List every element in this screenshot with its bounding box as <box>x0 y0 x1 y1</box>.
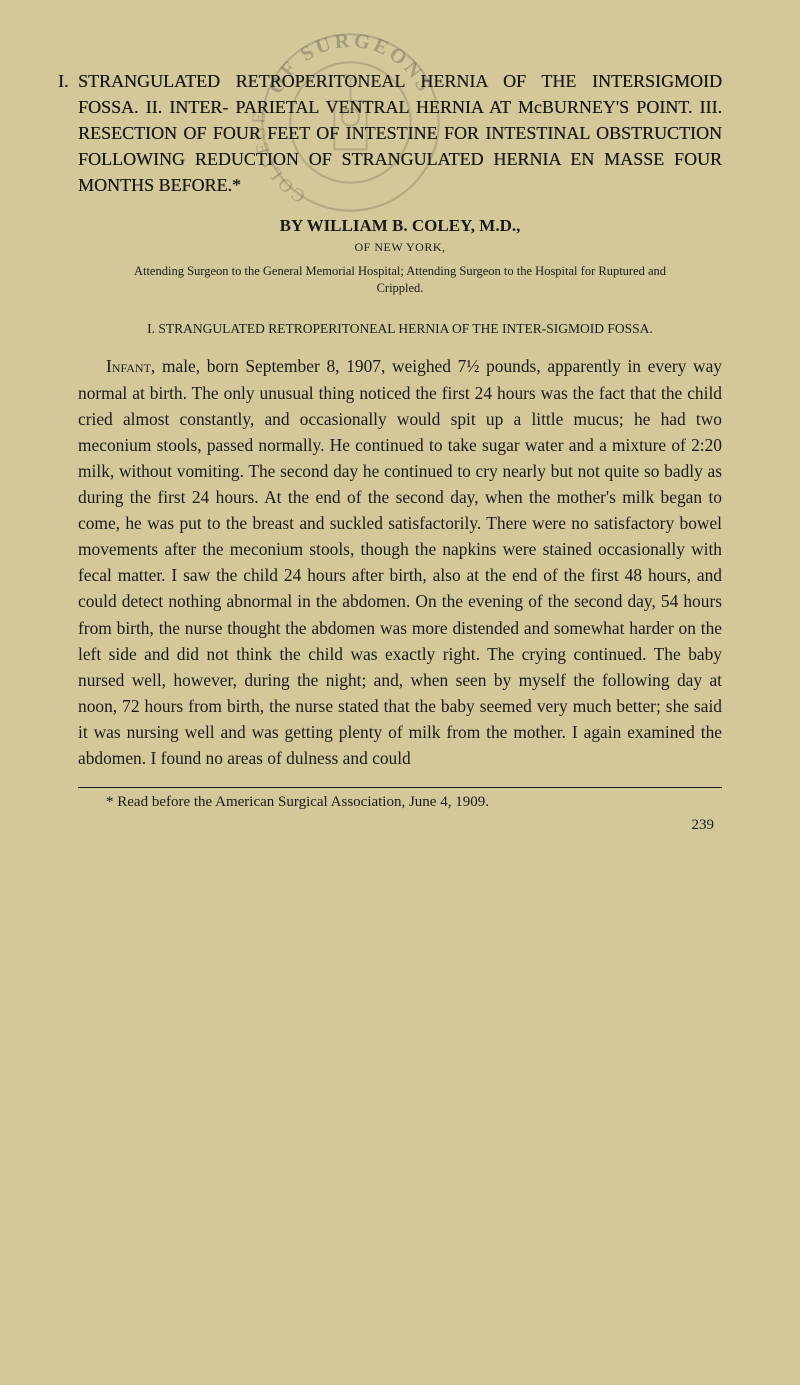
body-paragraph: Infant, male, born September 8, 1907, we… <box>78 353 722 771</box>
author-affiliation: Attending Surgeon to the General Memoria… <box>118 263 682 297</box>
paragraph-lead-word: Infant, <box>106 356 155 376</box>
article-title: I.STRANGULATED RETROPERITONEAL HERNIA OF… <box>78 68 722 198</box>
paragraph-text: male, born September 8, 1907, weighed 7½… <box>78 356 722 768</box>
author-location: OF NEW YORK, <box>78 240 722 255</box>
title-roman-1: I. <box>58 68 78 94</box>
page-container: OF SURGEONS COLLEGE I.STRANGULATED RETRO… <box>0 0 800 874</box>
title-line-3: PARIETAL VENTRAL HERNIA AT McBURNEY'S <box>235 97 629 117</box>
page-number: 239 <box>78 817 722 834</box>
footnote-text: * Read before the American Surgical Asso… <box>78 794 722 811</box>
section-heading: I. STRANGULATED RETROPERITONEAL HERNIA O… <box>128 319 672 339</box>
title-line-1: STRANGULATED RETROPERITONEAL HERNIA <box>78 71 487 91</box>
author-byline: BY WILLIAM B. COLEY, M.D., <box>78 216 722 236</box>
title-line-6: FOLLOWING REDUCTION OF STRANGULATED <box>78 149 484 169</box>
footnote-divider <box>78 787 722 788</box>
title-line-5: INTESTINE FOR INTESTINAL OBSTRUCTION <box>346 123 722 143</box>
